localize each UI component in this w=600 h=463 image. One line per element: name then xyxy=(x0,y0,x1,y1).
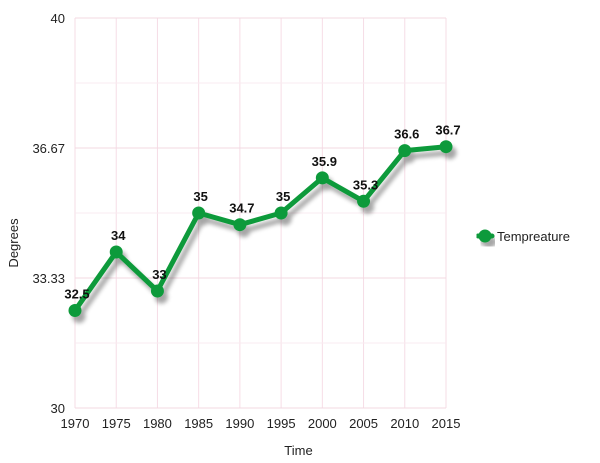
x-axis-title: Time xyxy=(284,443,312,458)
data-point xyxy=(398,144,412,158)
series-group xyxy=(68,140,453,317)
data-point xyxy=(233,218,247,232)
data-point xyxy=(150,284,164,298)
x-tick-label: 2015 xyxy=(432,416,461,431)
x-tick-label: 1975 xyxy=(102,416,131,431)
legend-marker-icon xyxy=(478,229,492,243)
data-point xyxy=(315,171,329,185)
data-point xyxy=(109,245,123,259)
data-label: 35 xyxy=(276,189,290,204)
legend[interactable]: Tempreature xyxy=(475,229,570,244)
series-layer xyxy=(68,140,453,317)
data-point xyxy=(439,140,453,154)
y-tick-label: 33.33 xyxy=(32,271,65,286)
y-tick-label: 40 xyxy=(51,11,65,26)
data-point xyxy=(274,206,288,220)
axes: 30 33.33 36.67 40 1970 1975 1980 1985 1990 1995 20… xyxy=(6,11,460,458)
data-label: 35.3 xyxy=(353,177,378,192)
data-label: 34.7 xyxy=(229,201,254,216)
data-label: 36.6 xyxy=(394,127,419,142)
x-tick-label: 1990 xyxy=(225,416,254,431)
data-label: 35.9 xyxy=(312,154,337,169)
data-label: 33 xyxy=(152,267,166,282)
data-labels: 32.5 34 33 35 34.7 35 35.9 35.3 36.6 36.7 xyxy=(64,123,460,302)
data-point xyxy=(357,194,371,208)
x-tick-label: 1985 xyxy=(184,416,213,431)
data-point xyxy=(68,304,82,317)
data-label: 34 xyxy=(111,228,126,243)
data-label: 35 xyxy=(193,189,207,204)
data-point xyxy=(192,206,206,220)
x-tick-label: 1995 xyxy=(267,416,296,431)
legend-marker-group xyxy=(475,229,495,243)
data-label: 32.5 xyxy=(64,287,89,302)
x-tick-label: 2005 xyxy=(349,416,378,431)
series-line xyxy=(72,144,449,313)
y-axis-title: Degrees xyxy=(6,218,21,268)
x-tick-label: 2000 xyxy=(308,416,337,431)
legend-label: Tempreature xyxy=(497,229,570,244)
y-tick-label: 30 xyxy=(51,401,65,416)
data-label: 36.7 xyxy=(435,123,460,138)
grid-lines xyxy=(74,17,447,409)
x-tick-label: 2010 xyxy=(390,416,419,431)
x-tick-label: 1970 xyxy=(61,416,90,431)
x-tick-label: 1980 xyxy=(143,416,172,431)
y-tick-label: 36.67 xyxy=(32,141,65,156)
